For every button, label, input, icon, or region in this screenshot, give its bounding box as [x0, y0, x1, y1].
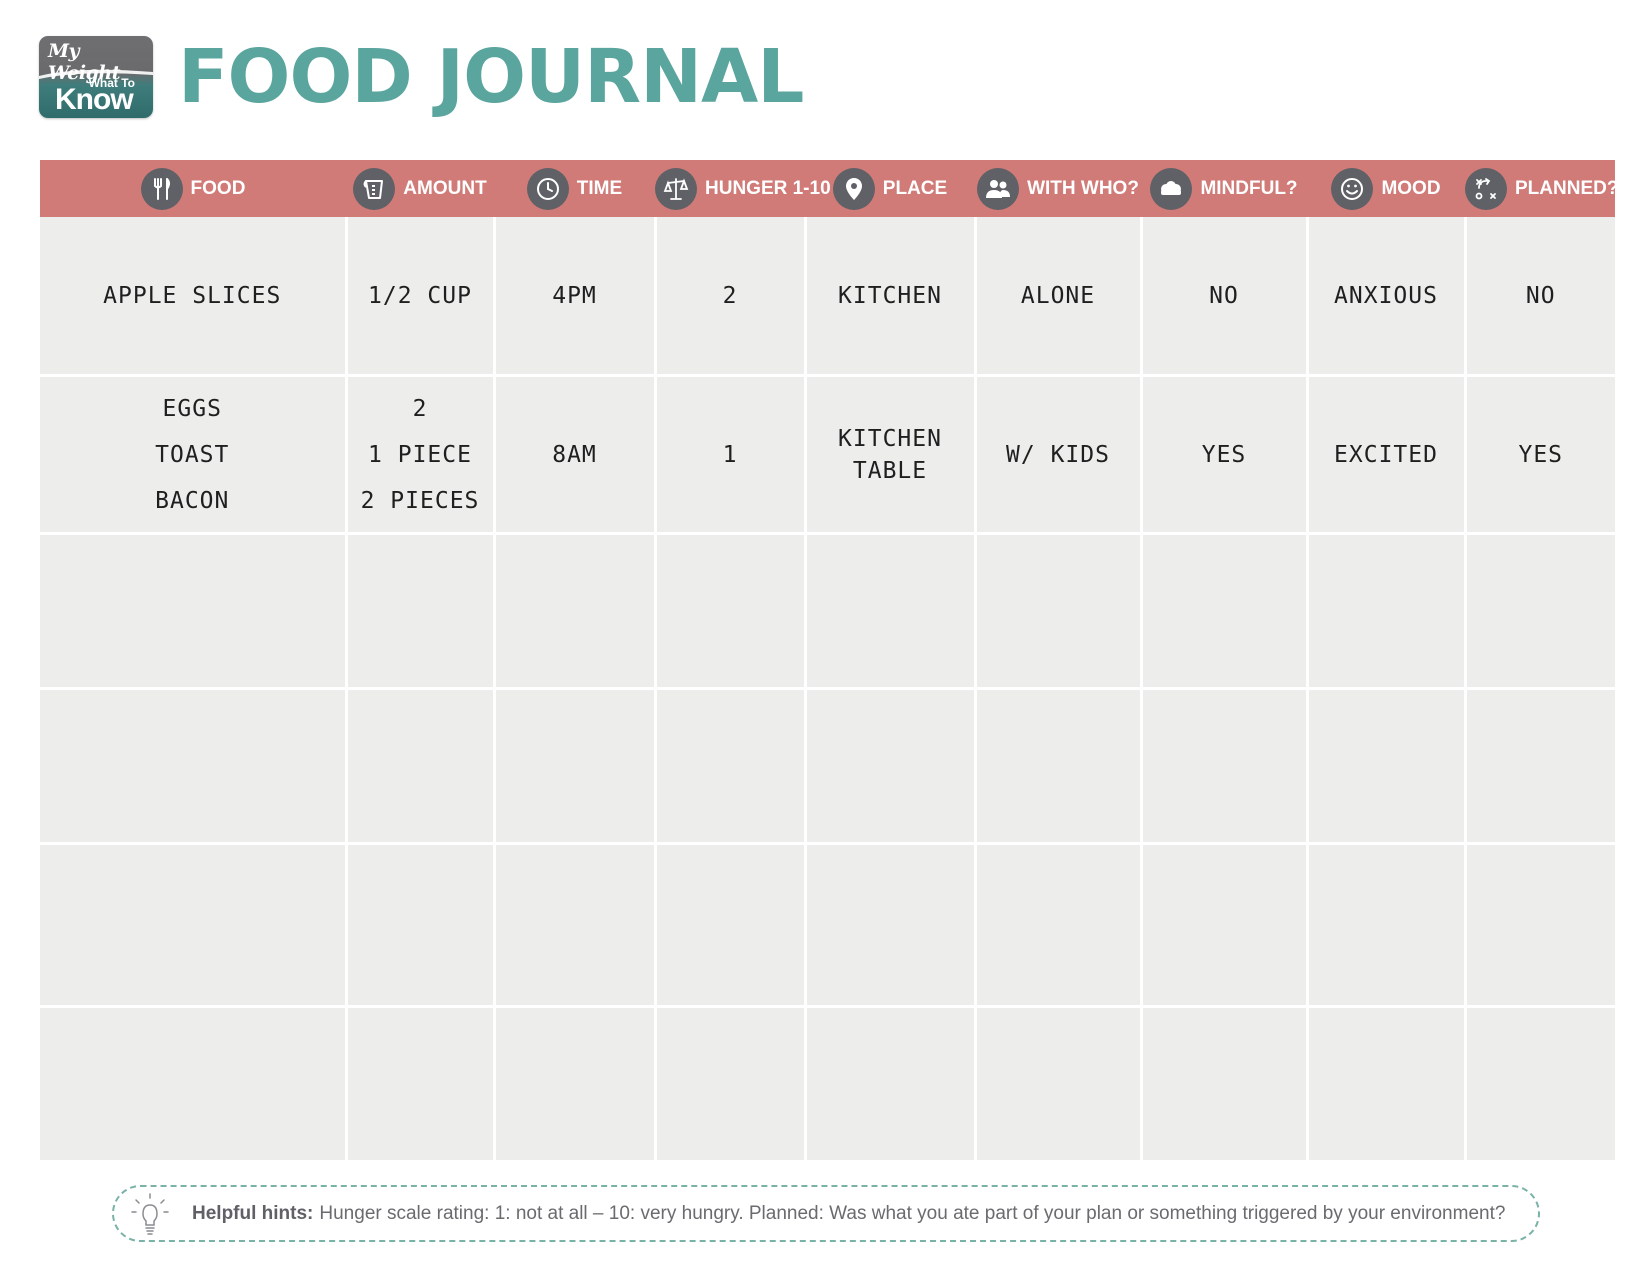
cell-hunger[interactable]	[655, 843, 807, 1008]
cell-mindful[interactable]: YES	[1141, 375, 1309, 535]
cell-hunger[interactable]: 1	[655, 375, 807, 535]
cell-planned[interactable]	[1465, 688, 1615, 845]
cell-place[interactable]	[805, 688, 977, 845]
cell-place[interactable]	[805, 533, 977, 690]
column-header-hunger: HUNGER 1-10	[655, 160, 831, 217]
cell-mindful[interactable]	[1141, 1006, 1309, 1160]
cell-hunger[interactable]	[655, 1006, 807, 1160]
cell-planned[interactable]: YES	[1465, 375, 1615, 535]
cell-with-who[interactable]	[975, 688, 1143, 845]
measuring-cup-icon	[353, 167, 396, 210]
column-label: MOOD	[1381, 177, 1441, 199]
cell-mood[interactable]: EXCITED	[1307, 375, 1467, 535]
cell-mood[interactable]: ANXIOUS	[1307, 217, 1467, 377]
cell-mood[interactable]	[1307, 688, 1467, 845]
column-label: PLANNED?	[1515, 177, 1619, 199]
table-row-empty	[40, 1006, 1615, 1160]
people-icon	[977, 167, 1020, 210]
scale-icon	[655, 167, 697, 210]
logo-swoosh-icon	[39, 69, 153, 79]
table-row: EGGS TOAST BACON 2 1 PIECE 2 PIECES 8AM …	[40, 375, 1615, 535]
cell-time[interactable]	[494, 1006, 657, 1160]
smiley-icon	[1331, 167, 1374, 210]
cell-food[interactable]: EGGS TOAST BACON	[40, 375, 348, 535]
cell-place[interactable]: KITCHEN	[805, 217, 977, 377]
cell-planned[interactable]	[1465, 533, 1615, 690]
column-label: AMOUNT	[403, 177, 487, 199]
cell-mindful[interactable]	[1141, 843, 1309, 1008]
column-label: MINDFUL?	[1200, 177, 1298, 199]
cell-hunger[interactable]: 2	[655, 217, 807, 377]
cell-amount[interactable]	[346, 1006, 496, 1160]
cell-food[interactable]	[40, 533, 348, 690]
cell-mindful[interactable]	[1141, 688, 1309, 845]
cell-time[interactable]	[494, 688, 657, 845]
column-header-with-who: WITH WHO?	[975, 160, 1141, 217]
cell-amount[interactable]: 1/2 CUP	[346, 217, 496, 377]
cell-food[interactable]	[40, 843, 348, 1008]
table-header-row: FOOD AMOUNT TIME	[40, 160, 1619, 217]
column-label: WITH WHO?	[1027, 177, 1139, 199]
cell-with-who[interactable]	[975, 533, 1143, 690]
table-row-empty	[40, 533, 1615, 690]
cell-with-who[interactable]	[975, 1006, 1143, 1160]
column-header-food: FOOD	[40, 160, 346, 217]
cell-mindful[interactable]	[1141, 533, 1309, 690]
strategy-icon	[1465, 167, 1507, 210]
table-row-empty	[40, 688, 1615, 845]
brand-logo: My Weight What To Know	[39, 36, 153, 118]
cell-time[interactable]	[494, 533, 657, 690]
cell-planned[interactable]: NO	[1465, 217, 1615, 377]
brain-icon	[1150, 167, 1193, 210]
cell-mood[interactable]	[1307, 1006, 1467, 1160]
column-header-mindful: MINDFUL?	[1141, 160, 1307, 217]
column-label: PLACE	[882, 177, 948, 199]
cell-mindful[interactable]: NO	[1141, 217, 1309, 377]
cell-food[interactable]: APPLE SLICES	[40, 217, 348, 377]
cell-with-who[interactable]: ALONE	[975, 217, 1143, 377]
column-header-place: PLACE	[805, 160, 975, 217]
column-header-mood: MOOD	[1307, 160, 1465, 217]
cell-time[interactable]: 4PM	[494, 217, 657, 377]
cell-time[interactable]	[494, 843, 657, 1008]
logo-line-3: Know	[55, 83, 134, 116]
page-title: FOOD JOURNAL	[178, 34, 804, 120]
helpful-hints-box: Helpful hints: Hunger scale rating: 1: n…	[112, 1185, 1540, 1242]
column-label: HUNGER 1-10	[705, 177, 831, 199]
table-row: APPLE SLICES 1/2 CUP 4PM 2 KITCHEN ALONE…	[40, 217, 1615, 377]
cell-place[interactable]	[805, 843, 977, 1008]
column-label: TIME	[576, 177, 623, 199]
cell-place[interactable]	[805, 1006, 977, 1160]
fork-knife-icon	[140, 167, 183, 210]
column-header-time: TIME	[494, 160, 655, 217]
cell-planned[interactable]	[1465, 843, 1615, 1008]
cell-place[interactable]: KITCHEN TABLE	[805, 375, 977, 535]
cell-mood[interactable]	[1307, 533, 1467, 690]
hints-text: Hunger scale rating: 1: not at all – 10:…	[319, 1202, 1506, 1224]
table-row-empty	[40, 843, 1615, 1008]
column-header-amount: AMOUNT	[346, 160, 494, 217]
cell-hunger[interactable]	[655, 533, 807, 690]
cell-amount[interactable]	[346, 843, 496, 1008]
cell-hunger[interactable]	[655, 688, 807, 845]
food-journal-table: FOOD AMOUNT TIME	[40, 160, 1619, 1160]
column-label: FOOD	[190, 177, 246, 199]
cell-food[interactable]	[40, 688, 348, 845]
cell-with-who[interactable]	[975, 843, 1143, 1008]
cell-amount[interactable]	[346, 688, 496, 845]
cell-with-who[interactable]: W/ KIDS	[975, 375, 1143, 535]
cell-amount[interactable]: 2 1 PIECE 2 PIECES	[346, 375, 496, 535]
cell-planned[interactable]	[1465, 1006, 1615, 1160]
logo-line-2: What To	[88, 76, 135, 90]
hints-label: Helpful hints:	[192, 1202, 314, 1224]
clock-icon	[526, 167, 569, 210]
cell-time[interactable]: 8AM	[494, 375, 657, 535]
cell-mood[interactable]	[1307, 843, 1467, 1008]
cell-amount[interactable]	[346, 533, 496, 690]
location-pin-icon	[832, 167, 875, 210]
cell-food[interactable]	[40, 1006, 348, 1160]
column-header-planned: PLANNED?	[1465, 160, 1619, 217]
lightbulb-icon	[131, 1192, 169, 1235]
